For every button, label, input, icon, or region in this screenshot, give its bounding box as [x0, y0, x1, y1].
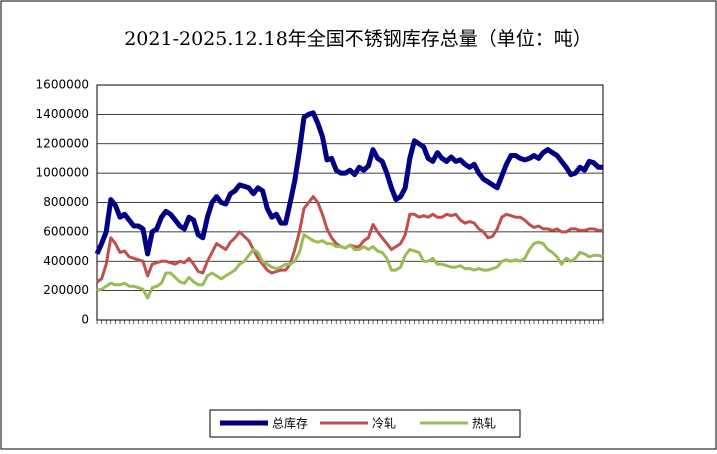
y-tick-label: 800000	[43, 195, 89, 209]
y-tick-label: 1400000	[36, 107, 89, 121]
chart-title: 2021-2025.12.18年全国不锈钢库存总量（单位：吨）	[124, 28, 592, 50]
legend-label: 热轧	[472, 417, 496, 431]
legend-label: 总库存	[272, 416, 308, 431]
y-tick-label: 200000	[43, 283, 89, 297]
y-tick-label: 400000	[43, 254, 89, 268]
legend-label: 冷轧	[372, 417, 396, 431]
y-tick-label: 1000000	[36, 166, 89, 180]
series-line	[96, 233, 604, 300]
y-tick-label: 0	[81, 313, 89, 327]
y-tick-label: 1600000	[36, 78, 89, 92]
y-tick-label: 600000	[43, 224, 89, 238]
series-line	[94, 110, 603, 257]
y-tick-label: 1200000	[36, 136, 89, 150]
